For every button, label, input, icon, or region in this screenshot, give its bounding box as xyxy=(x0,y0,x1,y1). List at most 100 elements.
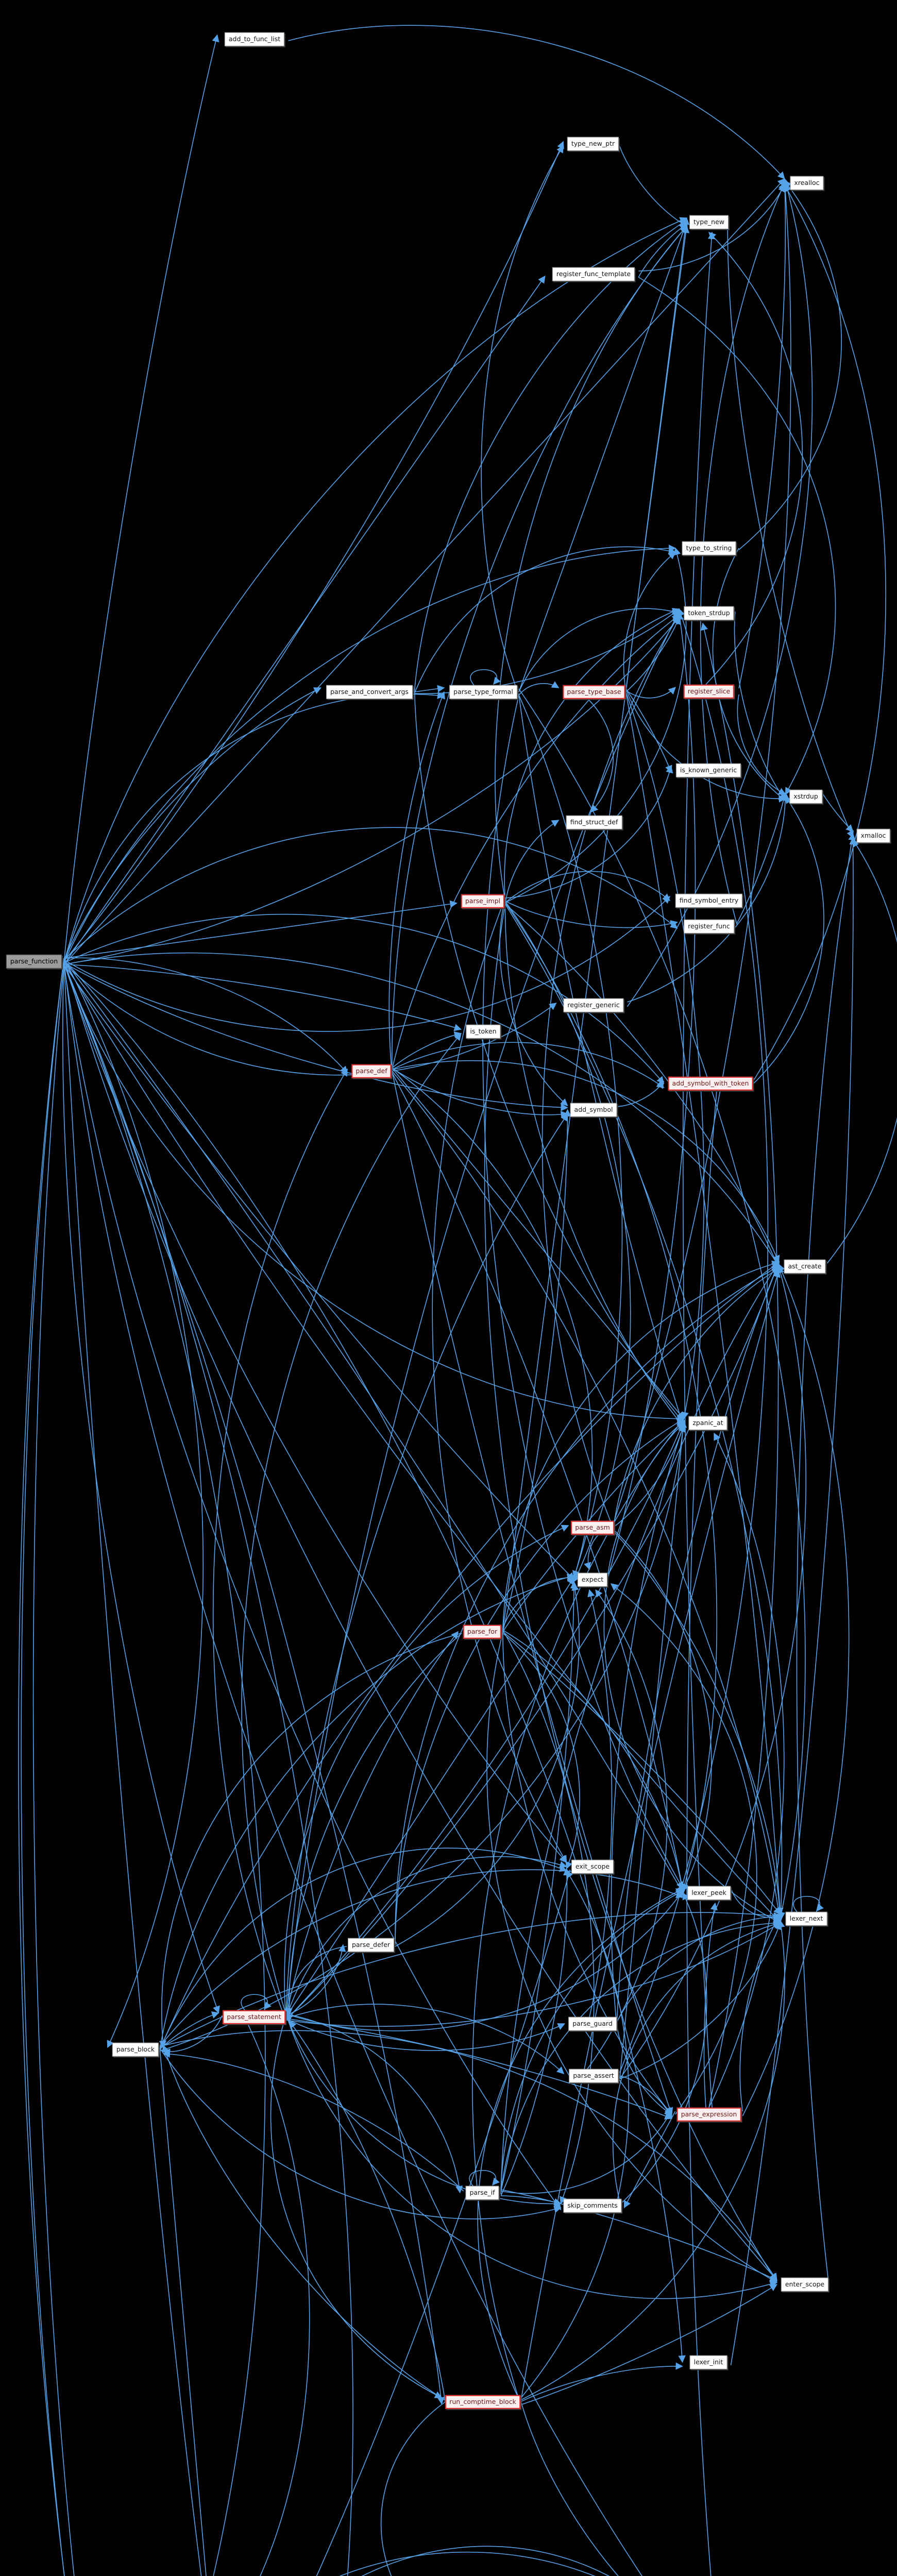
edge-parse_function-to-lexer_next xyxy=(63,961,781,1924)
edge-parse_function-to-is_token xyxy=(64,964,462,1031)
edge-run_comptime_block-to-lexer_next xyxy=(520,1920,785,2401)
edge-parse_if-to-exit_scope xyxy=(500,1868,571,2196)
graph-node-register_generic[interactable]: register_generic xyxy=(563,998,624,1012)
edge-parse_block-to-skip_comments xyxy=(159,2047,562,2219)
graph-node-find_struct_def[interactable]: find_struct_def xyxy=(566,815,622,829)
edge-parse_impl-to-lexer_next xyxy=(504,904,785,1922)
edge-run_comptime_block-to-lexer_init xyxy=(520,2362,683,2402)
edge-parse_statement-to-exit_scope xyxy=(285,1856,567,2019)
graph-node-type_to_string[interactable]: type_to_string xyxy=(682,541,736,555)
edge-parse_statement-to-parse_assert xyxy=(285,2004,565,2074)
graph-node-parse_type_formal[interactable]: parse_type_formal xyxy=(449,685,517,699)
graph-node-parse_assert[interactable]: parse_assert xyxy=(569,2069,618,2083)
edge-parse_for-to-enter_scope xyxy=(486,1631,778,2283)
graph-node-parse_type_base[interactable]: parse_type_base xyxy=(563,685,625,699)
graph-node-xrealloc[interactable]: xrealloc xyxy=(790,176,824,190)
edge-parse_function-to-run_comptime_block xyxy=(63,964,445,2405)
edge-parse_if-to-ast_create xyxy=(500,1261,780,2192)
edge-parse_if-to-expect xyxy=(500,1581,578,2192)
edge-parse_expression-to-skip_comments xyxy=(623,2111,676,2209)
edge-parse_function-to-parse_and_convert_args xyxy=(63,687,321,960)
graph-node-run_comptime_block[interactable]: run_comptime_block xyxy=(445,2395,520,2409)
edge-parse_asm-to-lexer_peek xyxy=(613,1529,712,1892)
edge-parse_asm-to-zpanic_at xyxy=(613,1422,686,1528)
edge-parse_type_formal-to-expect xyxy=(518,694,623,1579)
graph-node-add_symbol_with_token[interactable]: add_symbol_with_token xyxy=(668,1076,753,1091)
graph-node-parse_defer[interactable]: parse_defer xyxy=(347,1938,395,1952)
edge-parse_for-to-type_new xyxy=(502,225,690,1631)
graph-node-lexer_peek[interactable]: lexer_peek xyxy=(687,1886,731,1900)
edge-run_comptime_block-to-zwarn_at xyxy=(519,2398,619,2576)
edge-parse_and_convert_args-to-zpanic_at xyxy=(414,688,685,1424)
graph-node-parse_asm[interactable]: parse_asm xyxy=(571,1520,614,1535)
edge-parse_and_convert_args-to-type_new xyxy=(414,219,688,692)
edge-parse_function-to-type_to_string xyxy=(63,545,676,963)
graph-node-parse_function[interactable]: parse_function xyxy=(6,954,62,969)
graph-node-register_func_template[interactable]: register_func_template xyxy=(552,267,635,281)
graph-node-xstrdup[interactable]: xstrdup xyxy=(789,789,822,804)
graph-node-ast_create[interactable]: ast_create xyxy=(784,1259,826,1274)
graph-node-lexer_next[interactable]: lexer_next xyxy=(785,1911,827,1926)
edge-parse_def-to-parse_type_formal xyxy=(388,691,445,1075)
edge-parse_function-to-find_symbol_entry xyxy=(63,895,671,1032)
edge-parse_for-to-parse_expression xyxy=(502,1630,672,2115)
graph-node-parse_impl[interactable]: parse_impl xyxy=(461,894,505,908)
edge-parse_guard-to-parse_expression xyxy=(616,2023,672,2115)
graph-node-lexer_init[interactable]: lexer_init xyxy=(689,2355,727,2369)
graph-node-xmalloc[interactable]: xmalloc xyxy=(856,828,890,843)
graph-node-parse_block[interactable]: parse_block xyxy=(112,2042,159,2057)
graph-node-token_strdup[interactable]: token_strdup xyxy=(684,606,734,620)
edge-parse_impl-to-zpanic_at xyxy=(504,901,685,1428)
edge-parse_function-to-exit_scope xyxy=(63,962,567,1863)
graph-node-register_slice[interactable]: register_slice xyxy=(683,684,735,699)
edge-parse_impl-to-find_symbol_entry xyxy=(504,871,671,903)
edge-parse_guard-to-ast_create xyxy=(616,1261,780,2024)
edge-run_comptime_block-to-find_func xyxy=(380,2401,446,2576)
edge-parse_statement-to-is_token xyxy=(241,1032,462,2014)
graph-node-parse_and_convert_args[interactable]: parse_and_convert_args xyxy=(326,685,413,699)
edge-parse_function-to-warn_c_reserved_word xyxy=(32,964,75,2576)
edge-parse_for-to-parse_block xyxy=(159,1633,462,2048)
graph-node-register_func[interactable]: register_func xyxy=(684,919,734,934)
graph-node-skip_comments[interactable]: skip_comments xyxy=(563,2198,622,2213)
graph-node-parse_def[interactable]: parse_def xyxy=(351,1064,392,1078)
graph-node-parse_for[interactable]: parse_for xyxy=(463,1624,502,1639)
graph-node-expect[interactable]: expect xyxy=(577,1572,608,1587)
graph-node-type_new_ptr[interactable]: type_new_ptr xyxy=(567,137,619,151)
graph-node-is_known_generic[interactable]: is_known_generic xyxy=(675,763,741,777)
graph-node-parse_if[interactable]: parse_if xyxy=(465,2185,499,2200)
edge-parse_statement-to-warn_unreachable_code xyxy=(247,2024,310,2576)
edge-parse_function-to-parse_impl xyxy=(63,900,458,959)
edge-parse_defer-to-zpanic_at xyxy=(395,1418,685,1942)
edge-parse_function-to-enter_scope xyxy=(63,958,777,2281)
edge-type_new-to-xmalloc xyxy=(727,225,854,839)
edge-parse_function-to-warn_unreachable_code xyxy=(63,962,266,2576)
graph-node-zpanic_at[interactable]: zpanic_at xyxy=(688,1416,727,1430)
graph-node-parse_expression[interactable]: parse_expression xyxy=(676,2107,741,2122)
edge-run_comptime_block-to-parse_statement xyxy=(289,2020,446,2402)
edge-parse_if-to-lexer_next xyxy=(500,1919,781,2193)
edge-skip_comments-to-lexer_peek xyxy=(620,1892,707,2205)
edge-parse_type_formal-to-lexer_next xyxy=(518,688,806,1920)
edge-parse_impl-to-type_new xyxy=(495,225,687,902)
graph-node-parse_statement[interactable]: parse_statement xyxy=(223,2010,285,2024)
edge-parse_block-to-exit_scope xyxy=(159,1848,567,2050)
edge-register_slice-to-type_new xyxy=(705,231,803,685)
edge-parse_guard-to-zpanic_at xyxy=(611,1424,685,2027)
edge-parse_function-to-is_c_reserved_word xyxy=(21,958,65,2576)
edge-add_to_func_list-to-xrealloc xyxy=(288,25,785,180)
graph-node-is_token[interactable]: is_token xyxy=(466,1024,501,1039)
graph-node-enter_scope[interactable]: enter_scope xyxy=(781,2277,829,2292)
graph-node-add_to_func_list[interactable]: add_to_func_list xyxy=(224,32,285,46)
edge-parse_def-to-parse_expression xyxy=(392,1071,673,2115)
graph-node-add_symbol[interactable]: add_symbol xyxy=(570,1103,617,1117)
graph-node-parse_guard[interactable]: parse_guard xyxy=(568,2016,617,2031)
edge-parse_type_formal-to-type_new xyxy=(518,221,688,692)
edge-register_slice-to-xstrdup xyxy=(737,694,786,795)
graph-node-exit_scope[interactable]: exit_scope xyxy=(571,1859,614,1874)
graph-node-type_new[interactable]: type_new xyxy=(689,215,729,229)
edge-parse_type_base-to-is_known_generic xyxy=(625,688,672,773)
graph-node-find_symbol_entry[interactable]: find_symbol_entry xyxy=(675,893,743,908)
edge-parse_for-to-zpanic_at xyxy=(502,1420,685,1632)
edge-add_symbol-to-add_symbol_with_token xyxy=(616,1080,665,1107)
